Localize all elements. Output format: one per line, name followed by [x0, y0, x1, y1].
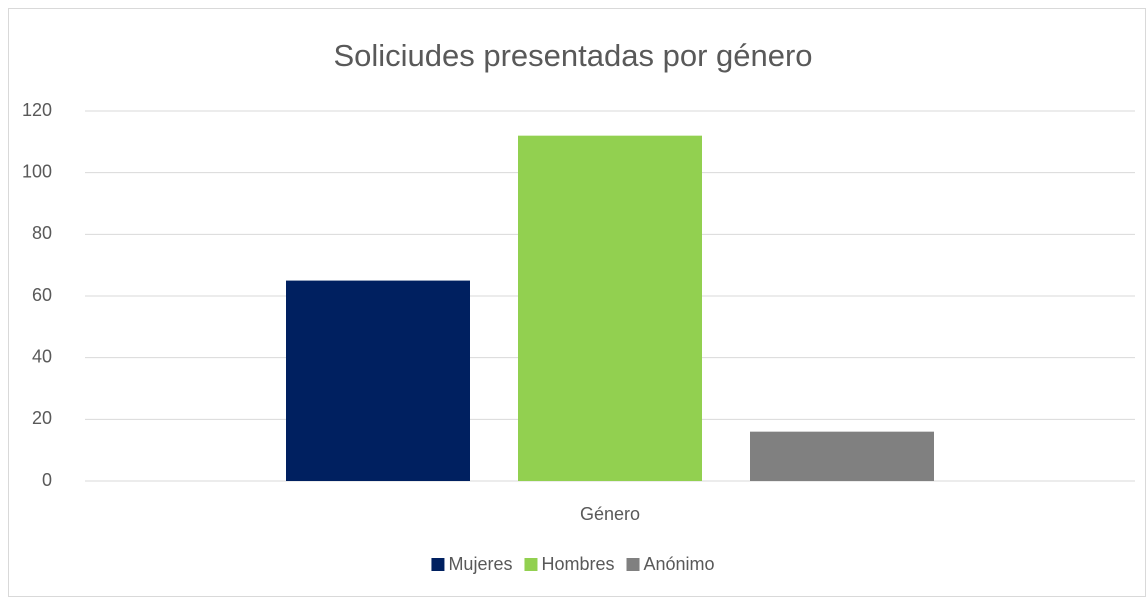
bar [750, 431, 934, 481]
legend-swatch [524, 558, 538, 571]
bar [286, 280, 470, 481]
legend-label: Anónimo [644, 554, 715, 574]
x-tick-label: Género [580, 504, 640, 524]
legend-swatch [431, 558, 445, 571]
y-tick-label: 40 [32, 346, 52, 366]
y-tick-label: 100 [22, 161, 52, 181]
y-tick-label: 120 [22, 100, 52, 120]
legend-label: Hombres [541, 554, 614, 574]
bar [518, 135, 702, 481]
y-tick-label: 60 [32, 285, 52, 305]
legend-label: Mujeres [448, 554, 512, 574]
legend-swatch [626, 558, 640, 571]
y-tick-label: 0 [42, 470, 52, 490]
y-tick-label: 20 [32, 408, 52, 428]
chart-title: Soliciudes presentadas por género [333, 38, 812, 73]
y-tick-label: 80 [32, 223, 52, 243]
